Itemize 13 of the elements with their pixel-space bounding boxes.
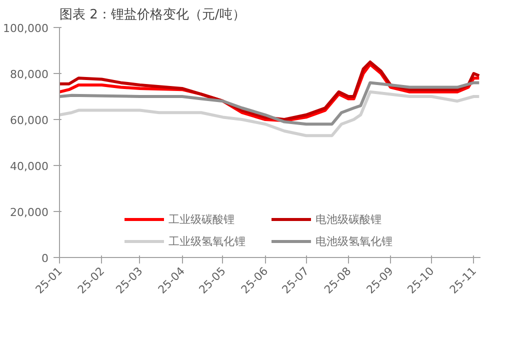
legend-label: 电池级碳酸锂 [316, 212, 382, 226]
line-series [60, 81, 480, 126]
y-tick-label: 0 [42, 252, 48, 265]
legend-label: 工业级碳酸锂 [168, 212, 236, 226]
legend-label: 工业级氢氧化锂 [168, 234, 246, 248]
chart-title: 图表 2：锂盐价格变化（元/吨） [60, 8, 246, 22]
y-tick-label: 80,000 [10, 68, 49, 81]
line-series [60, 90, 480, 138]
y-tick-label: 100,000 [3, 22, 49, 35]
y-tick-label: 20,000 [10, 206, 49, 219]
y-tick-label: 60,000 [10, 114, 49, 127]
legend-label: 电池级氢氧化锂 [316, 234, 394, 248]
y-tick-label: 40,000 [10, 160, 49, 173]
